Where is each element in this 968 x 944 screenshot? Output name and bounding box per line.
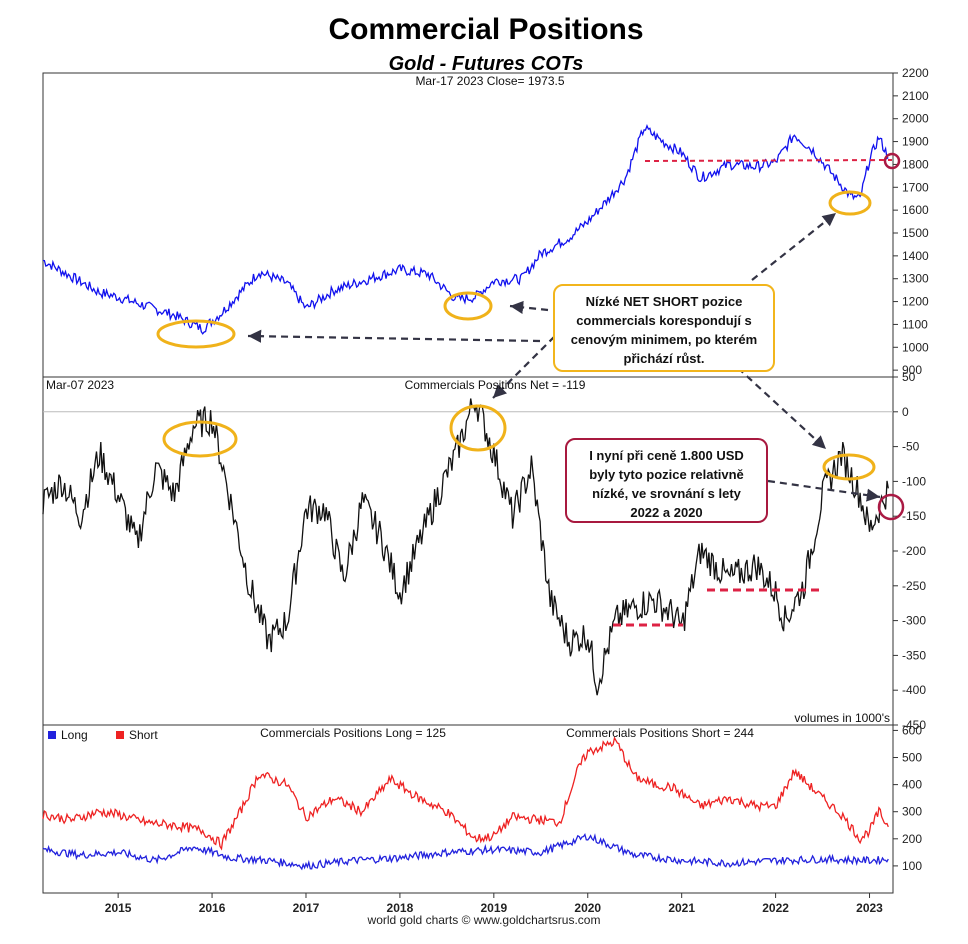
highlight-ellipse bbox=[162, 420, 238, 458]
annotation-arrow bbox=[509, 300, 549, 314]
y-tick-label: 1000 bbox=[902, 340, 929, 354]
y-tick-label: 1100 bbox=[902, 317, 928, 331]
short-line bbox=[42, 736, 889, 851]
highlight-ellipse bbox=[449, 404, 507, 452]
x-tick-label: 2019 bbox=[480, 901, 507, 915]
x-tick-label: 2015 bbox=[105, 901, 132, 915]
annotation-arrow bbox=[751, 212, 837, 281]
current-net-marker bbox=[877, 493, 905, 521]
y-tick-label: 200 bbox=[902, 832, 922, 846]
y-tick-label: 100 bbox=[902, 859, 922, 873]
legend-short-swatch bbox=[116, 731, 124, 739]
legend-long-label: Long bbox=[61, 728, 88, 742]
y-tick-label: 1700 bbox=[902, 180, 929, 194]
short-header: Commercials Positions Short = 244 bbox=[566, 726, 754, 740]
y-tick-label: -300 bbox=[902, 614, 926, 628]
legend-short-label: Short bbox=[129, 728, 158, 742]
y-tick-label: 400 bbox=[902, 778, 922, 792]
y-tick-label: -200 bbox=[902, 544, 926, 558]
y-tick-label: 1500 bbox=[902, 226, 929, 240]
y-tick-label: -400 bbox=[902, 683, 926, 697]
annotation-arrow bbox=[767, 479, 881, 502]
y-tick-label: 1300 bbox=[902, 272, 929, 286]
highlight-ellipse bbox=[822, 453, 876, 481]
highlight-ellipse bbox=[828, 190, 872, 216]
x-tick-label: 2023 bbox=[856, 901, 883, 915]
y-tick-label: 0 bbox=[902, 405, 909, 419]
y-tick-label: -250 bbox=[902, 579, 926, 593]
y-tick-label: -350 bbox=[902, 648, 926, 662]
y-tick-label: -150 bbox=[902, 509, 926, 523]
x-tick-label: 2017 bbox=[293, 901, 320, 915]
net-header: Commercials Positions Net = -119 bbox=[405, 378, 586, 392]
y-tick-label: 1800 bbox=[902, 157, 929, 171]
highlight-ellipse bbox=[156, 319, 236, 349]
y-tick-label: 600 bbox=[902, 723, 922, 737]
labels-layer: 9001000110012001300140015001600170018001… bbox=[46, 66, 929, 915]
overlay-layer bbox=[156, 152, 905, 627]
y-tick-label: 1400 bbox=[902, 249, 929, 263]
y-tick-label: 2000 bbox=[902, 112, 929, 126]
y-tick-label: 2200 bbox=[902, 66, 929, 80]
price-reference-line bbox=[644, 159, 893, 162]
x-tick-label: 2018 bbox=[387, 901, 414, 915]
grid bbox=[43, 72, 898, 898]
y-tick-label: 1900 bbox=[902, 135, 929, 149]
current-price-marker bbox=[883, 152, 901, 170]
y-tick-label: 1600 bbox=[902, 203, 929, 217]
source-credit: world gold charts © www.goldchartsrus.co… bbox=[367, 913, 601, 927]
legend-long-swatch bbox=[48, 731, 56, 739]
highlight-ellipse bbox=[443, 291, 493, 321]
annotation-arrow bbox=[247, 329, 541, 343]
x-tick-label: 2022 bbox=[762, 901, 789, 915]
y-tick-label: 300 bbox=[902, 805, 922, 819]
x-tick-label: 2020 bbox=[574, 901, 601, 915]
y-tick-label: 1200 bbox=[902, 295, 929, 309]
annotation-arrow bbox=[737, 367, 827, 450]
price-header: Mar-17 2023 Close= 1973.5 bbox=[415, 74, 564, 88]
y-tick-label: -100 bbox=[902, 474, 926, 488]
volumes-note: volumes in 1000's bbox=[794, 711, 890, 725]
y-tick-label: -50 bbox=[902, 440, 920, 454]
long-line bbox=[42, 832, 889, 871]
y-tick-label: 50 bbox=[902, 370, 916, 384]
x-tick-label: 2016 bbox=[199, 901, 226, 915]
panel-frame bbox=[42, 724, 894, 894]
net-date-label: Mar-07 2023 bbox=[46, 378, 114, 392]
chart-title: Commercial Positions bbox=[328, 13, 643, 46]
y-tick-label: 2100 bbox=[902, 89, 929, 103]
y-tick-label: -450 bbox=[902, 718, 926, 732]
annotation-low-net-short: Nízké NET SHORT pozice commercials kores… bbox=[553, 284, 775, 372]
long-header: Commercials Positions Long = 125 bbox=[260, 726, 446, 740]
annotation-arrow bbox=[492, 327, 564, 399]
net-line bbox=[42, 398, 889, 696]
x-tick-label: 2021 bbox=[668, 901, 695, 915]
y-tick-label: 500 bbox=[902, 751, 922, 765]
y-tick-label: 900 bbox=[902, 363, 922, 377]
annotation-current-positions: I nyní při ceně 1.800 USD byly tyto pozi… bbox=[565, 438, 768, 523]
chart-subtitle: Gold - Futures COTs bbox=[389, 53, 584, 75]
